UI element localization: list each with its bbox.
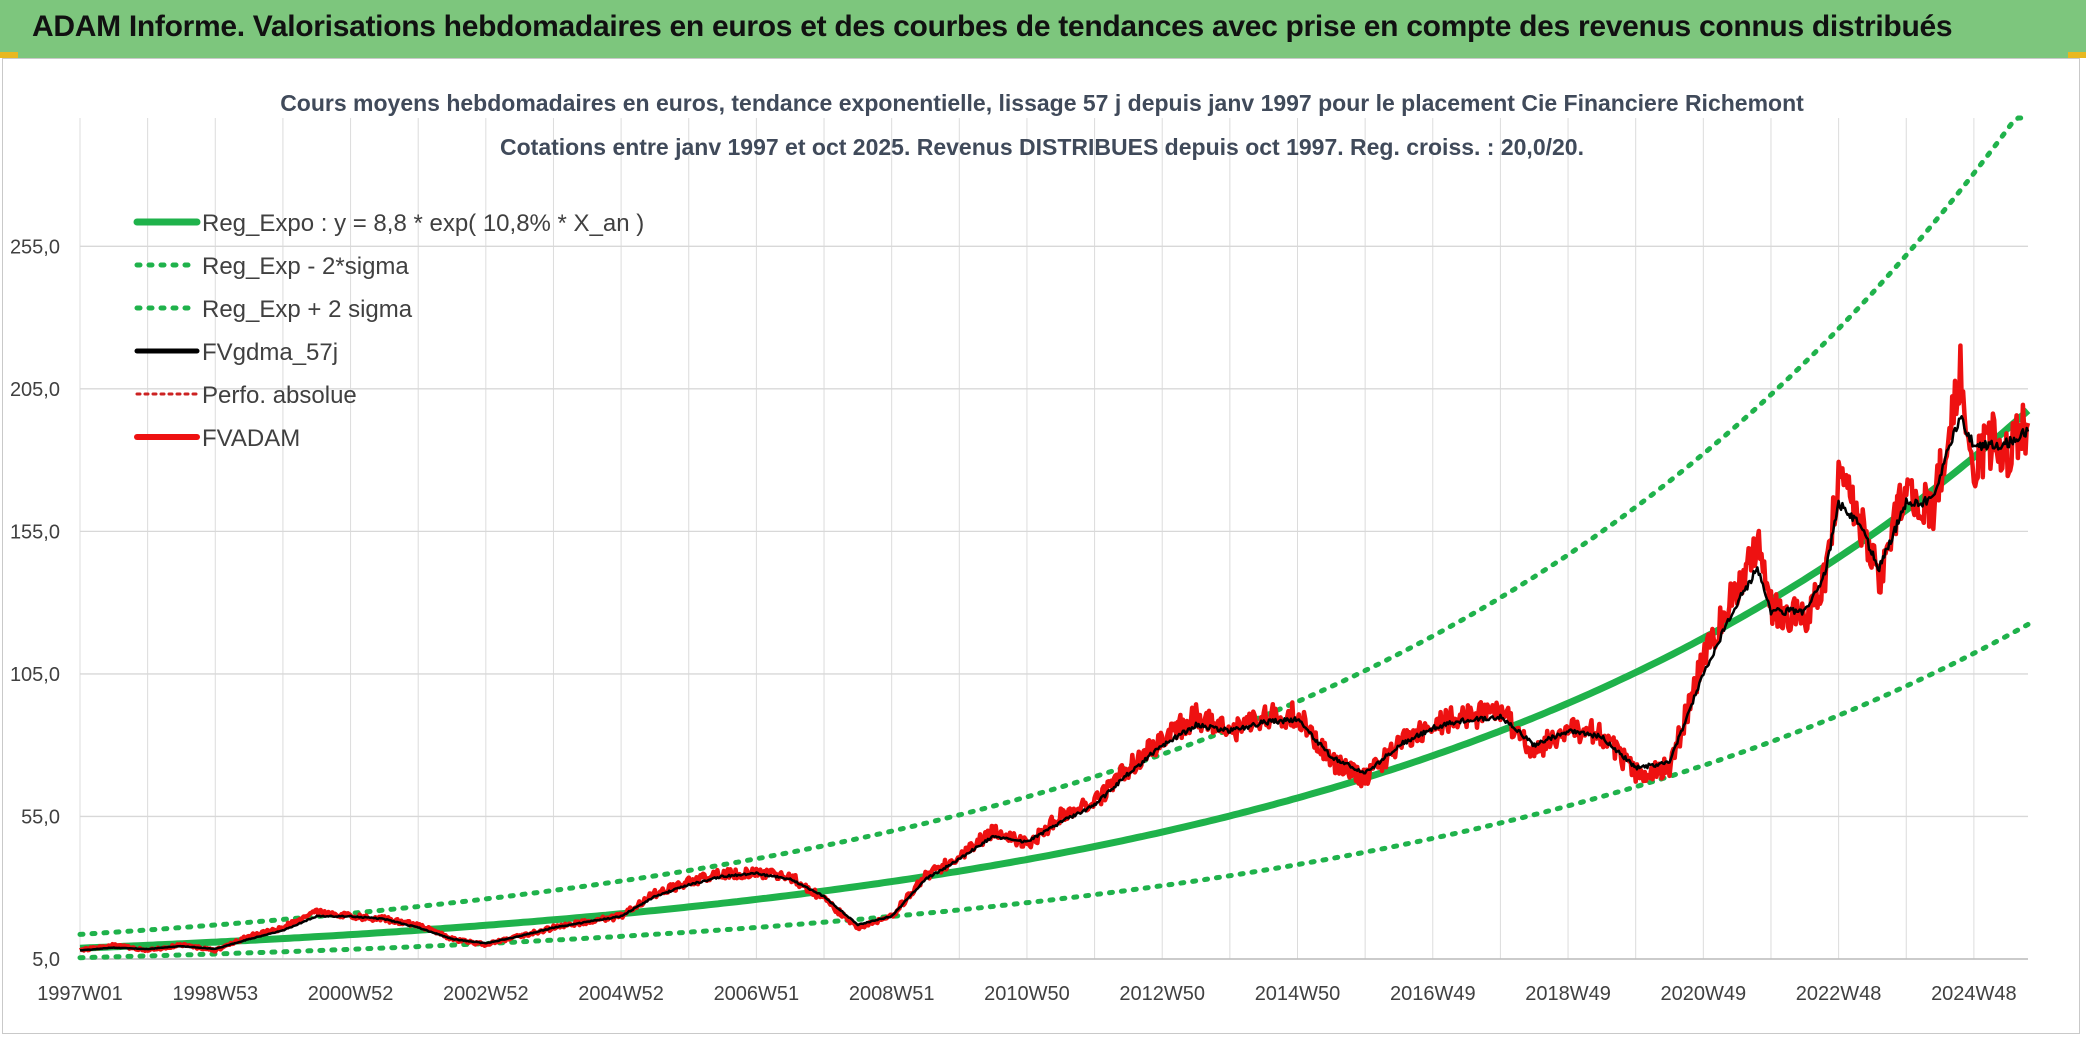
x-tick-label: 1997W01: [37, 983, 123, 1005]
x-tick-label: 2002W52: [443, 983, 529, 1005]
chart-title: Cours moyens hebdomadaires en euros, ten…: [280, 90, 1804, 116]
reg-exp-minus-2sigma-line: [77, 621, 2031, 961]
legend-label-reg_minus: Reg_Exp - 2*sigma: [202, 253, 409, 280]
x-tick-label: 1998W53: [172, 983, 258, 1005]
chart-legend: Reg_Expo : y = 8,8 * exp( 10,8% * X_an )…: [133, 210, 644, 452]
legend-label-reg_plus: Reg_Exp + 2 sigma: [202, 296, 413, 323]
y-axis-ticks: 5,0 55,0 105,0 155,0 205,0 255,0: [10, 236, 60, 971]
corner-mark-right: [2068, 52, 2086, 58]
report-banner: ADAM Informe. Valorisations hebdomadaire…: [0, 0, 2086, 58]
x-tick-label: 2012W50: [1119, 983, 1205, 1005]
y-tick-label: 105,0: [10, 664, 60, 686]
reg-expo-line: [79, 407, 2031, 952]
fvadam-line: [78, 343, 2031, 954]
x-tick-label: 2020W49: [1661, 983, 1747, 1005]
x-tick-label: 2010W50: [984, 983, 1070, 1005]
x-axis-ticks: 1997W01 1998W53 2000W52 2002W52 2004W52 2006W…: [37, 983, 2017, 1005]
x-tick-label: 2016W49: [1390, 983, 1476, 1005]
chart-series: [77, 115, 2031, 961]
chart-subtitle: Cotations entre janv 1997 et oct 2025. R…: [500, 134, 1584, 160]
fvgdma-57j-line: [80, 415, 2030, 952]
x-tick-label: 2018W49: [1525, 983, 1611, 1005]
y-tick-label: 255,0: [10, 236, 60, 258]
x-tick-label: 2004W52: [578, 983, 664, 1005]
legend-label-perfo: Perfo. absolue: [202, 382, 357, 409]
x-tick-label: 2014W50: [1255, 983, 1341, 1005]
y-tick-label: 5,0: [32, 949, 60, 971]
y-tick-label: 55,0: [21, 806, 60, 828]
x-tick-label: 2000W52: [308, 983, 394, 1005]
corner-mark-left: [0, 52, 18, 58]
x-tick-label: 2022W48: [1796, 983, 1882, 1005]
chart-frame: [2, 58, 2080, 1034]
x-tick-label: 2008W51: [849, 983, 935, 1005]
y-tick-label: 205,0: [10, 379, 60, 401]
legend-label-fvadam: FVADAM: [202, 425, 300, 452]
reg-exp-plus-2sigma-line: [77, 115, 2031, 937]
legend-label-reg_expo: Reg_Expo : y = 8,8 * exp( 10,8% * X_an ): [202, 210, 644, 237]
report-title: ADAM Informe. Valorisations hebdomadaire…: [32, 10, 1953, 43]
x-tick-label: 2006W51: [714, 983, 800, 1005]
x-tick-label: 2024W48: [1931, 983, 2017, 1005]
chart-grid: [79, 118, 2028, 960]
legend-label-fvgdma: FVgdma_57j: [202, 339, 338, 366]
y-tick-label: 155,0: [10, 521, 60, 543]
